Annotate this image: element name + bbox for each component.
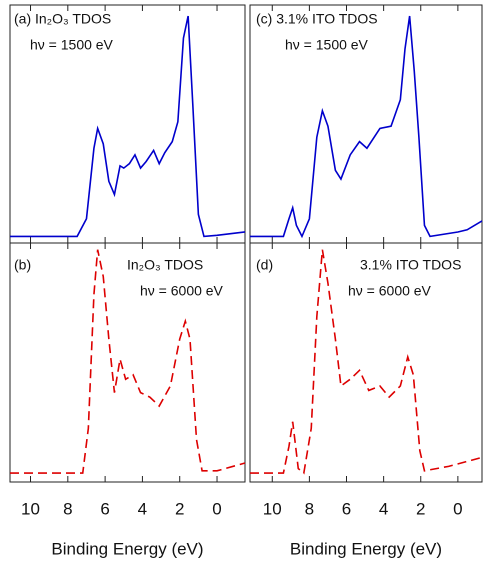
annotation: 3.1% ITO TDOS — [360, 257, 461, 273]
x-tick-label: 8 — [305, 499, 314, 518]
x-tick-label: 2 — [416, 499, 425, 518]
axes-frame — [249, 242, 483, 483]
x-tick-label: 2 — [175, 499, 184, 518]
annotation: In₂O₃ TDOS — [127, 257, 203, 273]
annotation: hν = 1500 eV — [285, 37, 369, 53]
x-tick-label: 0 — [453, 499, 462, 518]
annotation: hν = 6000 eV — [140, 283, 224, 299]
x-tick-label: 4 — [138, 499, 147, 518]
annotation: hν = 1500 eV — [30, 37, 114, 53]
x-tick-label: 6 — [100, 499, 109, 518]
data-line — [250, 15, 483, 239]
x-tick-label: 8 — [63, 499, 72, 518]
axes-frame — [9, 242, 246, 483]
annotation: (b) — [14, 257, 31, 273]
annotation: hν = 6000 eV — [348, 283, 432, 299]
annotation: (a) In₂O₃ TDOS — [14, 11, 111, 27]
data-line — [10, 249, 246, 474]
x-tick-label: 6 — [342, 499, 351, 518]
data-line — [10, 15, 246, 238]
x-tick-label: 10 — [21, 499, 40, 518]
x-axis-label: Binding Energy (eV) — [51, 539, 203, 558]
x-tick-label: 4 — [379, 499, 388, 518]
annotation: (c) 3.1% ITO TDOS — [256, 11, 378, 27]
x-tick-label: 0 — [212, 499, 221, 518]
x-axis-label: Binding Energy (eV) — [290, 539, 442, 558]
annotation: (d) — [256, 257, 273, 273]
data-line — [250, 249, 483, 475]
x-tick-label: 10 — [263, 499, 282, 518]
